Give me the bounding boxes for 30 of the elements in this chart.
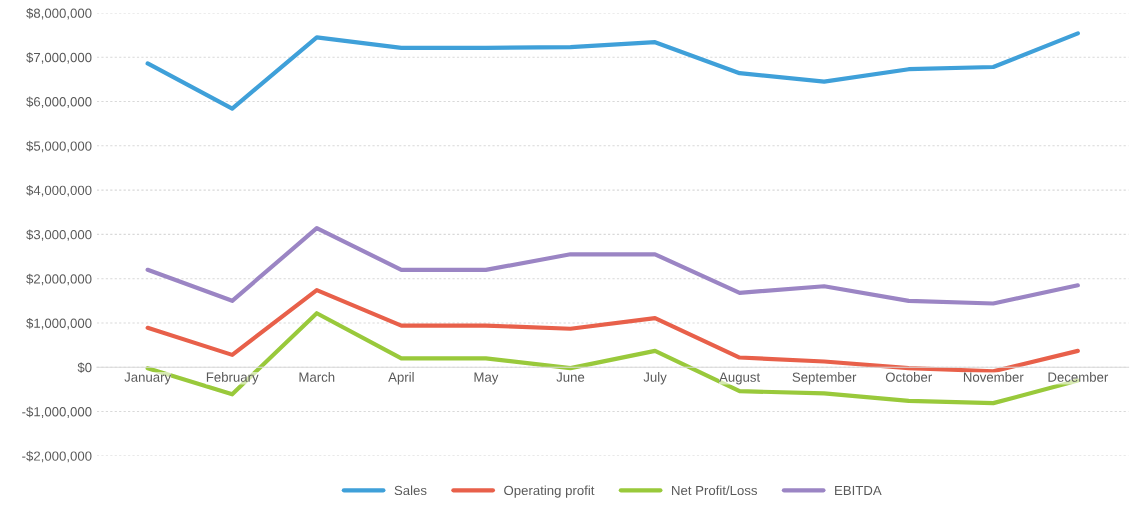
legend-label: Operating profit	[504, 485, 595, 498]
x-tick-label: December	[1048, 372, 1109, 382]
x-tick-label: July	[643, 372, 667, 385]
y-tick-label: $8,000,000	[26, 7, 92, 20]
x-tick-label: March	[299, 372, 335, 382]
y-tick-label: $6,000,000	[26, 96, 92, 108]
x-tick-label: May	[474, 372, 499, 385]
x-tick-label: June	[556, 372, 585, 382]
x-tick-label: October	[885, 372, 932, 382]
x-tick-label: April	[388, 372, 414, 385]
y-tick-label: $2,000,000	[26, 273, 92, 286]
legend-label: EBITDA	[835, 485, 882, 495]
line-series	[145, 226, 1080, 306]
y-tick-label: $7,000,000	[26, 52, 92, 64]
y-tick-label: $3,000,000	[26, 229, 92, 241]
y-tick-label: -$1,000,000	[22, 406, 92, 419]
line-series	[145, 288, 1080, 374]
legend-label: Net Profit/Loss	[672, 485, 758, 496]
y-tick-label: $0	[77, 362, 92, 373]
legend-label: Sales	[394, 485, 427, 496]
line-series	[145, 31, 1080, 111]
y-tick-label: $5,000,000	[26, 140, 92, 153]
x-tick-label: September	[792, 372, 857, 385]
y-tick-label: -$2,000,000	[22, 450, 92, 463]
y-tick-label: $1,000,000	[26, 317, 92, 330]
x-tick-label: August	[719, 372, 761, 385]
x-tick-label: February	[206, 372, 259, 385]
x-tick-label: January	[124, 372, 172, 385]
x-tick-label: November	[963, 372, 1024, 382]
y-tick-label: $4,000,000	[26, 185, 92, 197]
